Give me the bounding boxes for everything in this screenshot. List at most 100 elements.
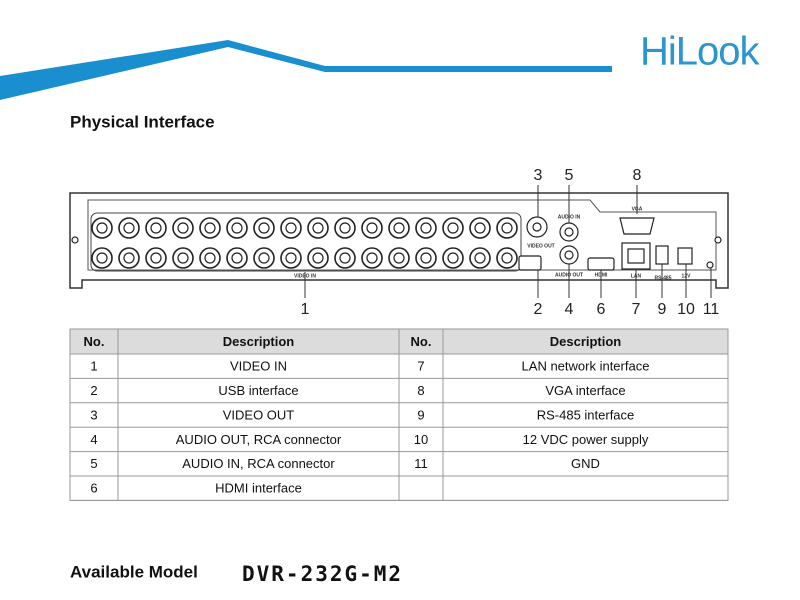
bnc-inner [312, 252, 324, 264]
bnc-inner [501, 252, 513, 264]
table-cell: 5 [90, 456, 97, 471]
column-header: Description [223, 334, 295, 349]
bnc-connector [442, 247, 464, 269]
bnc-connector [415, 247, 437, 269]
bnc-inner [447, 222, 459, 234]
table-cell: 2 [90, 383, 97, 398]
bnc-connector [253, 247, 275, 269]
table-cell: 11 [414, 456, 428, 471]
bnc-block [90, 212, 522, 272]
section-title: Physical Interface [70, 112, 215, 131]
bnc-connector [388, 247, 410, 269]
interface-table: No. Description No. Description 1 VIDEO IN 7 LA… [69, 328, 729, 501]
bnc-inner [285, 252, 297, 264]
callout-number: 2 [534, 301, 543, 318]
bnc-connector [361, 217, 383, 239]
bnc-inner [393, 222, 405, 234]
port-shape [655, 245, 669, 265]
bnc-connector [118, 217, 140, 239]
footer-label: Available Model [70, 562, 198, 581]
table-cell: 7 [417, 359, 424, 374]
table-cell: 4 [90, 432, 97, 447]
callout-number: 11 [703, 301, 720, 318]
bnc-connector [172, 217, 194, 239]
bnc-connector [415, 217, 437, 239]
callout-number: 4 [565, 301, 574, 318]
port-shape [587, 257, 615, 271]
bnc-inner [447, 252, 459, 264]
chassis [69, 192, 729, 289]
port-label: RS-485 [655, 275, 672, 281]
bnc-inner [204, 252, 216, 264]
table-cell: RS-485 interface [537, 407, 635, 422]
bnc-inner [420, 252, 432, 264]
table-cell: 10 [414, 432, 428, 447]
table-cell: HDMI interface [215, 481, 302, 496]
bnc-connector [91, 247, 113, 269]
bnc-connector [118, 247, 140, 269]
bnc-inner [150, 222, 162, 234]
bnc-inner [96, 252, 108, 264]
bnc-connector [334, 217, 356, 239]
bnc-inner [204, 222, 216, 234]
bnc-connector [361, 247, 383, 269]
callout-number: 5 [565, 167, 574, 184]
bnc-inner [258, 252, 270, 264]
bnc-connector [388, 217, 410, 239]
bnc-inner [393, 252, 405, 264]
callout-number: 10 [677, 301, 695, 318]
bnc-connector [91, 217, 113, 239]
callout-number: 9 [658, 301, 667, 318]
port-shape [677, 247, 693, 265]
port-shape [706, 261, 714, 269]
bnc-inner [231, 222, 243, 234]
bnc-connector [199, 247, 221, 269]
bnc-inner [366, 252, 378, 264]
table-cell: AUDIO IN, RCA connector [182, 456, 335, 471]
bnc-connector [226, 217, 248, 239]
column-header: No. [411, 334, 432, 349]
bnc-inner [123, 252, 135, 264]
model-name: DVR-232G-M2 [242, 562, 403, 586]
bnc-inner [312, 222, 324, 234]
table-cell: USB interface [218, 383, 298, 398]
table-cell: VGA interface [545, 383, 625, 398]
bnc-inner [474, 222, 486, 234]
port-shape [532, 222, 542, 232]
bnc-connector [496, 217, 518, 239]
table-cell: 3 [90, 407, 97, 422]
bnc-connector [469, 247, 491, 269]
bnc-inner [285, 222, 297, 234]
bnc-connector [280, 217, 302, 239]
bnc-connector [226, 247, 248, 269]
table-cell: VIDEO IN [230, 359, 287, 374]
table-cell: VIDEO OUT [223, 407, 295, 422]
bnc-inner [366, 222, 378, 234]
callout-number: 8 [633, 167, 642, 184]
bnc-connector [253, 217, 275, 239]
callout-number: 3 [534, 167, 543, 184]
bnc-inner [150, 252, 162, 264]
bnc-connector [280, 247, 302, 269]
table-cell: GND [571, 456, 600, 471]
table-cell: 9 [417, 407, 424, 422]
header-swoosh [0, 40, 612, 100]
bnc-connector [145, 247, 167, 269]
bnc-inner [474, 252, 486, 264]
bnc-inner [420, 222, 432, 234]
column-header: No. [84, 334, 105, 349]
bnc-inner [123, 222, 135, 234]
column-header: Description [550, 334, 622, 349]
table-cell: AUDIO OUT, RCA connector [176, 432, 342, 447]
logo: HiLook [640, 30, 761, 74]
bnc-inner [231, 252, 243, 264]
table-cell: 12 VDC power supply [523, 432, 649, 447]
table-cell: LAN network interface [522, 359, 650, 374]
bnc-connector [172, 247, 194, 269]
bnc-connector [307, 217, 329, 239]
port-shape [564, 250, 574, 260]
bnc-connector [334, 247, 356, 269]
port-label: VIDEO OUT [527, 243, 555, 249]
callout-number: 7 [632, 301, 641, 318]
